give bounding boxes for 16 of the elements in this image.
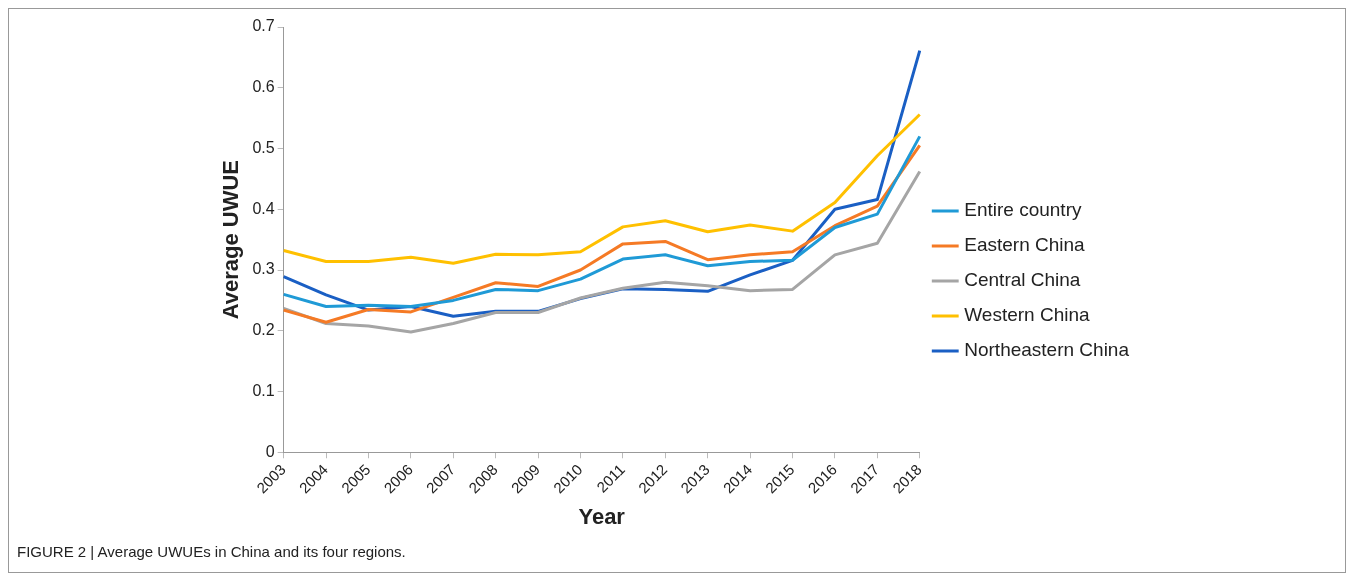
legend-label: Central China xyxy=(964,269,1081,291)
caption: FIGURE 2 | Average UWUEs in China and its four regions. xyxy=(16,542,407,562)
y-tick-label: 0.4 xyxy=(252,199,275,217)
y-tick-label: 0.1 xyxy=(252,381,275,399)
y-tick-label: 0 xyxy=(265,442,275,460)
y-tick-label: 0.2 xyxy=(252,321,275,339)
legend-label: Entire country xyxy=(964,199,1082,221)
legend-label: Eastern China xyxy=(964,234,1086,256)
y-tick-label: 0.3 xyxy=(252,260,275,278)
x-axis-title: Year xyxy=(578,503,626,529)
y-tick-label: 0.5 xyxy=(252,138,275,156)
y-axis-title: Average UWUE xyxy=(218,159,244,320)
y-tick-label: 0.7 xyxy=(252,17,275,35)
y-tick-label: 0.6 xyxy=(252,78,275,96)
legend-label: Western China xyxy=(964,304,1090,326)
legend-label: Northeastern China xyxy=(964,339,1130,361)
